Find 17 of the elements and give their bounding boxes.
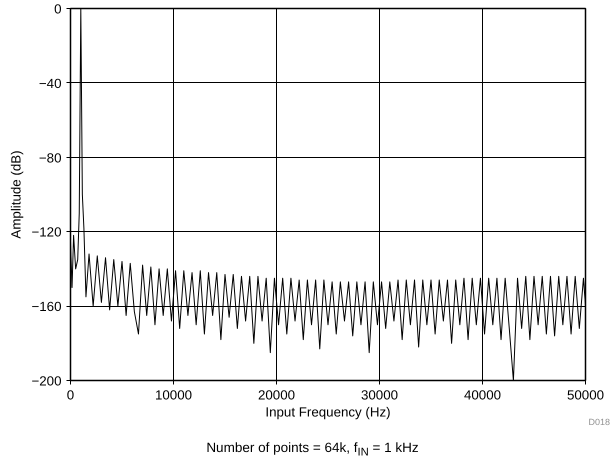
text: D018 bbox=[588, 416, 610, 429]
x-tick-label: 50000 bbox=[566, 388, 604, 402]
x-tick-label: 40000 bbox=[464, 388, 502, 402]
y-tick-label: −200 bbox=[31, 374, 62, 388]
y-tick-label: −80 bbox=[38, 150, 62, 166]
y-tick-label: 0 bbox=[54, 2, 62, 16]
x-tick-label: 20000 bbox=[258, 388, 296, 402]
y-tick-label: −40 bbox=[38, 76, 62, 91]
x-tick-label: 30000 bbox=[360, 388, 398, 402]
y-axis-title: Amplitude (dB) bbox=[8, 150, 24, 239]
x-axis-title: Input Frequency (Hz) bbox=[265, 404, 391, 420]
text: Number of points = 64k, f$_{IN}$ = 1 kHz bbox=[206, 439, 419, 461]
x-tick-label: 0 bbox=[66, 388, 74, 402]
x-tick-label: 10000 bbox=[154, 388, 192, 402]
y-tick-label: −120 bbox=[31, 224, 62, 240]
line-series bbox=[70, 8, 586, 380]
y-tick-label: −160 bbox=[31, 299, 62, 314]
